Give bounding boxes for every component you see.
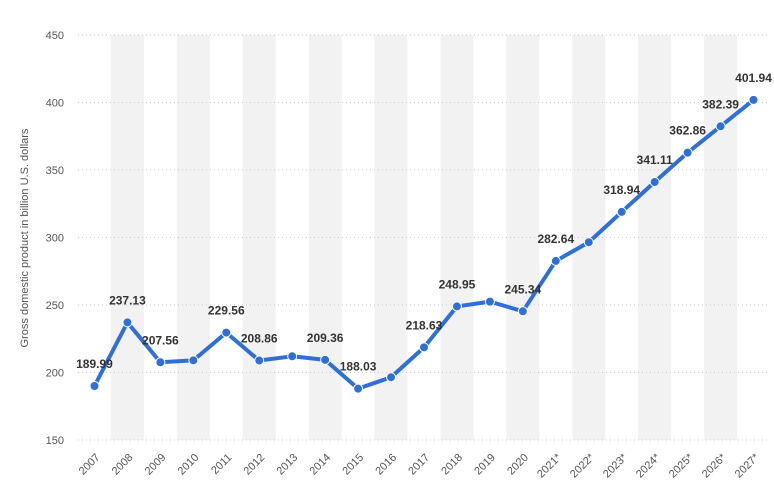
data-label: 188.03 [340, 360, 377, 374]
data-point [89, 381, 100, 392]
data-point [221, 327, 232, 338]
series-points [89, 94, 759, 394]
data-label: 237.13 [109, 293, 146, 307]
x-tick-label: 2012 [242, 452, 268, 478]
data-point [550, 255, 561, 266]
data-point [715, 121, 726, 132]
x-tick-label: 2016 [373, 452, 399, 478]
data-point [353, 383, 364, 394]
x-tick-label: 2008 [110, 452, 136, 478]
column-bands [110, 35, 738, 440]
x-tick-label: 2027* [733, 451, 762, 480]
y-tick-label: 200 [46, 368, 64, 380]
y-tick-label: 450 [46, 30, 64, 42]
data-point [419, 342, 429, 353]
data-point [517, 306, 528, 317]
x-tick-label: 2025* [667, 451, 696, 480]
grid-lines [78, 34, 770, 441]
data-point [748, 94, 759, 105]
data-point [386, 372, 397, 383]
data-label: 341.11 [637, 153, 673, 167]
x-tick-label: 2026* [700, 451, 729, 480]
y-tick-label: 350 [46, 165, 64, 177]
x-tick-label: 2022* [568, 451, 597, 480]
data-label: 318.94 [603, 183, 640, 197]
y-axis-label: Gross domestic product in billion U.S. d… [19, 128, 31, 347]
x-tick-label: 2015 [340, 452, 366, 478]
data-label: 401.94 [735, 71, 772, 85]
column-band [440, 35, 474, 440]
x-tick-label: 2013 [275, 452, 301, 478]
y-axis-ticks: 150 200 250 300 350 400 450 [46, 30, 64, 447]
data-label: 362.86 [669, 124, 706, 138]
x-tick-label: 2014 [307, 452, 333, 478]
x-tick-label: 2024* [634, 451, 663, 480]
data-label: 382.39 [702, 97, 739, 111]
data-point [122, 317, 133, 328]
x-tick-label: 2009 [143, 452, 169, 478]
data-label: 189.99 [76, 357, 113, 371]
column-band [308, 35, 342, 440]
column-band [704, 35, 738, 440]
data-label: 218.63 [406, 318, 443, 332]
data-point [188, 355, 199, 366]
y-tick-label: 400 [46, 98, 64, 110]
x-tick-label: 2010 [176, 452, 202, 478]
data-point [682, 147, 693, 158]
x-tick-label: 2007 [77, 452, 103, 478]
data-point [616, 206, 627, 217]
data-point [155, 357, 166, 368]
data-point [649, 177, 660, 188]
x-tick-label: 2018 [439, 452, 465, 478]
x-tick-label: 2023* [601, 451, 630, 480]
data-label: 208.86 [241, 332, 278, 346]
x-tick-label: 2020 [505, 452, 531, 478]
x-tick-label: 2021* [535, 451, 564, 480]
data-point [451, 301, 462, 312]
data-point [287, 351, 298, 362]
y-tick-label: 300 [46, 233, 64, 245]
data-label: 209.36 [307, 331, 344, 345]
x-tick-label: 2011 [209, 452, 234, 477]
x-tick-label: 2019 [472, 452, 498, 478]
data-point [583, 237, 594, 248]
y-tick-label: 150 [46, 435, 64, 447]
data-label: 248.95 [439, 277, 476, 291]
y-tick-label: 250 [46, 300, 64, 312]
data-label: 229.56 [208, 304, 245, 318]
data-label: 207.56 [142, 333, 179, 347]
column-band [176, 35, 210, 440]
x-tick-label: 2017 [406, 452, 432, 478]
data-label: 245.34 [505, 282, 542, 296]
data-point [320, 354, 331, 365]
data-label: 282.64 [537, 232, 574, 246]
data-point [254, 355, 265, 366]
data-point [484, 296, 495, 307]
x-axis-ticks: 2007 2008 2009 2010 2011 2012 2013 2014 2015 2016… [77, 451, 762, 480]
data-labels: 189.99 237.13 207.56 229.56 208.86 209.36 188.… [76, 71, 772, 374]
